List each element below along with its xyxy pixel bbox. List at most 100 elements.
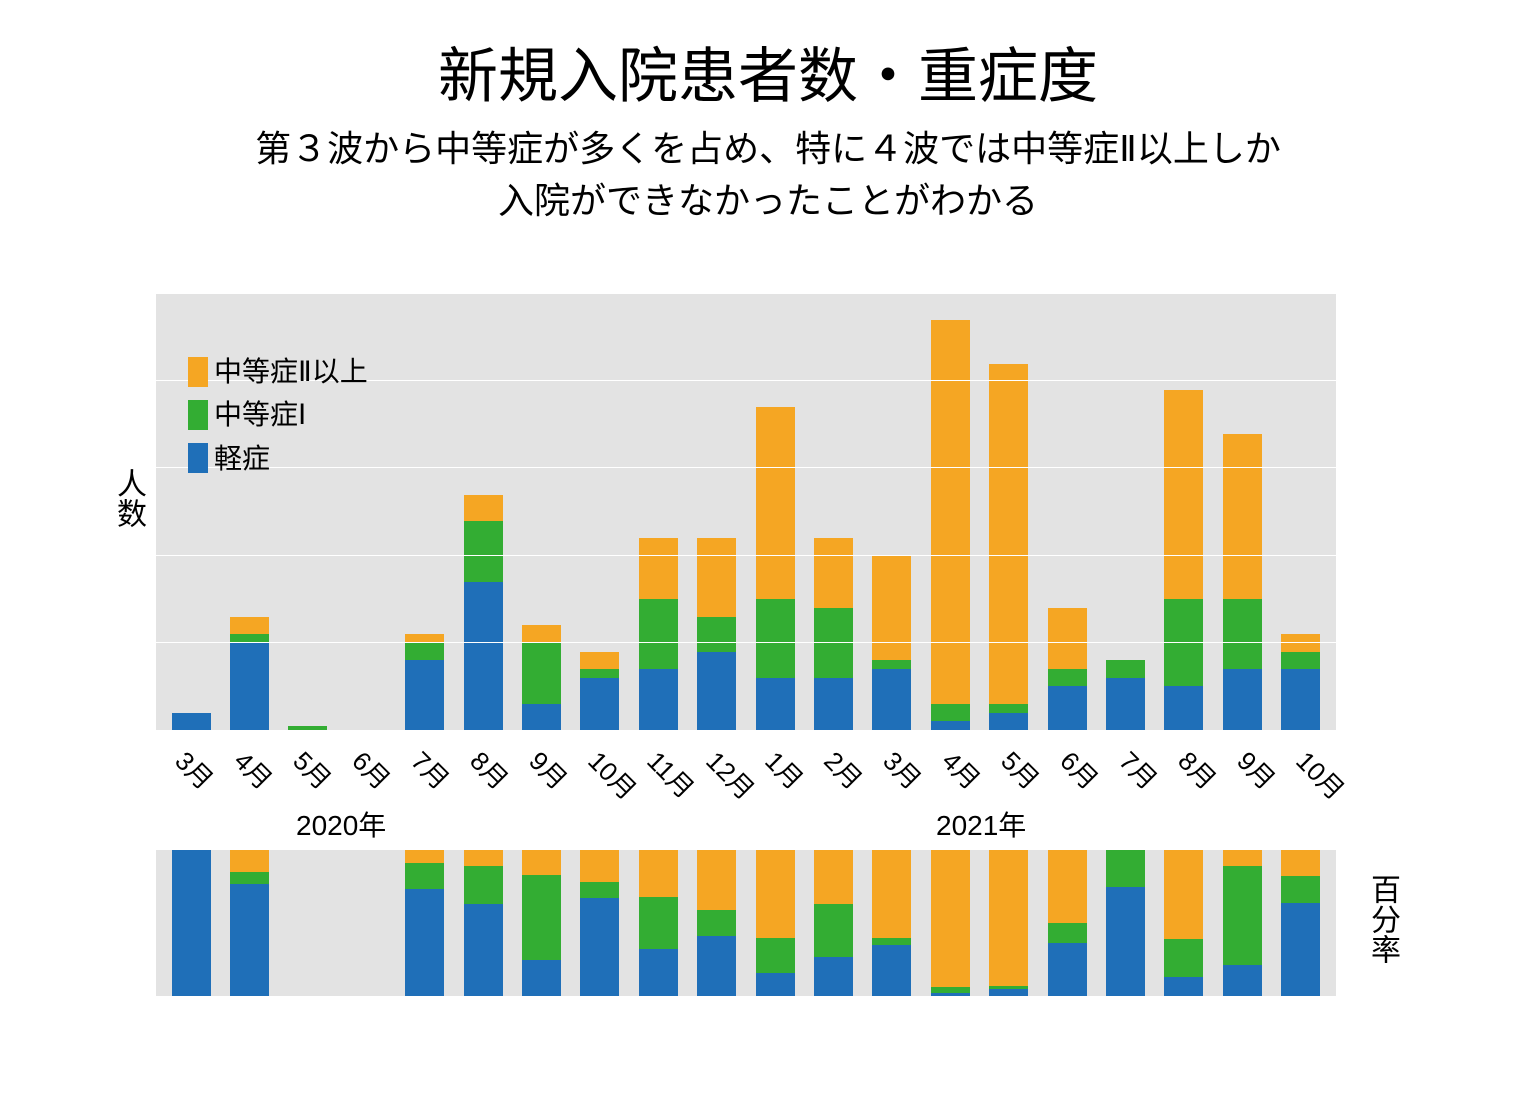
- x-tick-label: 11月: [639, 742, 665, 768]
- bar-segment-moderate1: [1281, 652, 1320, 669]
- bar-segment-moderate2: [931, 320, 970, 704]
- legend-swatch: [188, 443, 208, 473]
- bar-segment-moderate2: [230, 617, 269, 634]
- bar-segment-mild: [1164, 977, 1203, 996]
- bar-segment-mild: [522, 960, 561, 997]
- bar-segment-mild: [639, 669, 678, 730]
- bar-segment-mild: [697, 936, 736, 996]
- x-tick-label: 3月: [875, 742, 901, 768]
- bar-segment-moderate2: [1048, 608, 1087, 669]
- x-tick-label: 3月: [167, 742, 193, 768]
- bar-segment-moderate2: [814, 850, 853, 904]
- bar-stack: [697, 850, 736, 996]
- legend-swatch: [188, 357, 208, 387]
- bar-segment-moderate2: [872, 556, 911, 661]
- legend-item-moderate2: 中等症Ⅱ以上: [188, 350, 368, 393]
- bar-stack: [172, 713, 211, 730]
- bar-stack: [464, 495, 503, 730]
- bar-stack: [1223, 850, 1262, 996]
- bar-segment-moderate1: [872, 938, 911, 945]
- bar-segment-moderate2: [989, 850, 1028, 986]
- grid-line: [156, 293, 1336, 294]
- bar-segment-moderate1: [814, 904, 853, 957]
- bar-segment-mild: [580, 898, 619, 996]
- bar-segment-mild: [931, 721, 970, 730]
- bar-segment-mild: [230, 884, 269, 996]
- bar-segment-mild: [405, 889, 444, 996]
- bar-segment-moderate2: [989, 364, 1028, 704]
- bar-stack: [522, 850, 561, 996]
- bar-stack: [288, 726, 327, 730]
- bar-stack: [1164, 850, 1203, 996]
- x-tick-label: 12月: [698, 742, 724, 768]
- bar-segment-mild: [1106, 887, 1145, 997]
- bar-segment-moderate1: [230, 872, 269, 884]
- bar-stack: [814, 850, 853, 996]
- legend-item-moderate1: 中等症Ⅰ: [188, 393, 368, 436]
- bar-segment-moderate1: [697, 910, 736, 936]
- bar-segment-mild: [931, 993, 970, 996]
- bar-segment-moderate1: [1106, 660, 1145, 677]
- bar-segment-mild: [522, 704, 561, 730]
- bar-segment-moderate2: [697, 850, 736, 910]
- bar-segment-moderate2: [872, 850, 911, 938]
- bar-stack: [580, 850, 619, 996]
- legend: 中等症Ⅱ以上 中等症Ⅰ 軽症: [188, 350, 368, 480]
- legend-label: 軽症: [214, 437, 270, 480]
- bar-stack: [580, 652, 619, 730]
- bar-segment-mild: [1223, 669, 1262, 730]
- bar-segment-moderate1: [1048, 669, 1087, 686]
- bar-segment-mild: [172, 850, 211, 996]
- bar-segment-mild: [405, 660, 444, 730]
- bar-segment-moderate1: [405, 863, 444, 889]
- bar-segment-moderate2: [580, 850, 619, 882]
- bar-segment-moderate1: [464, 866, 503, 904]
- x-tick-label: 4月: [934, 742, 960, 768]
- bottom-chart-plot-area: [156, 850, 1336, 996]
- bar-stack: [639, 538, 678, 730]
- bar-segment-moderate2: [1164, 390, 1203, 599]
- bar-stack: [172, 850, 211, 996]
- bar-segment-moderate1: [989, 704, 1028, 713]
- bar-segment-mild: [580, 678, 619, 730]
- x-tick-label: 6月: [1052, 742, 1078, 768]
- x-tick-label: 9月: [521, 742, 547, 768]
- bar-segment-moderate1: [1106, 850, 1145, 887]
- x-tick-label: 10月: [1288, 742, 1314, 768]
- bar-segment-moderate1: [697, 617, 736, 652]
- legend-swatch: [188, 400, 208, 430]
- bar-stack: [697, 538, 736, 730]
- bar-segment-moderate1: [405, 643, 444, 660]
- grid-line: [156, 555, 1336, 556]
- x-tick-label: 5月: [993, 742, 1019, 768]
- bar-segment-moderate2: [405, 850, 444, 863]
- x-tick-label: 7月: [403, 742, 429, 768]
- bar-segment-mild: [1281, 669, 1320, 730]
- bar-segment-moderate1: [756, 599, 795, 677]
- bar-stack: [1281, 634, 1320, 730]
- bar-stack: [405, 634, 444, 730]
- bar-stack: [1106, 660, 1145, 730]
- legend-label: 中等症Ⅱ以上: [214, 350, 368, 393]
- bar-segment-moderate1: [931, 704, 970, 721]
- subtitle-line2: 入院ができなかったことがわかる: [498, 180, 1038, 221]
- bar-segment-mild: [1106, 678, 1145, 730]
- bar-segment-moderate2: [464, 850, 503, 866]
- x-tick-label: 1月: [757, 742, 783, 768]
- bar-segment-moderate2: [1223, 434, 1262, 600]
- y-axis-label-bottom: 百分率: [1360, 874, 1404, 964]
- bar-segment-moderate2: [522, 850, 561, 875]
- bar-segment-moderate2: [756, 407, 795, 599]
- bar-segment-mild: [639, 949, 678, 996]
- bar-segment-moderate2: [1048, 850, 1087, 923]
- y-axis-label-top: 人数: [106, 468, 150, 528]
- page-subtitle: 第３波から中等症が多くを占め、特に４波では中等症Ⅱ以上しか 入院ができなかったこ…: [0, 123, 1536, 227]
- bar-segment-mild: [172, 713, 211, 730]
- bar-segment-mild: [814, 678, 853, 730]
- x-tick-label: 5月: [285, 742, 311, 768]
- bar-segment-mild: [756, 678, 795, 730]
- x-tick-label: 10月: [580, 742, 606, 768]
- bar-segment-moderate1: [522, 875, 561, 960]
- page-title: 新規入院患者数・重症度: [0, 28, 1536, 115]
- bar-segment-mild: [756, 973, 795, 996]
